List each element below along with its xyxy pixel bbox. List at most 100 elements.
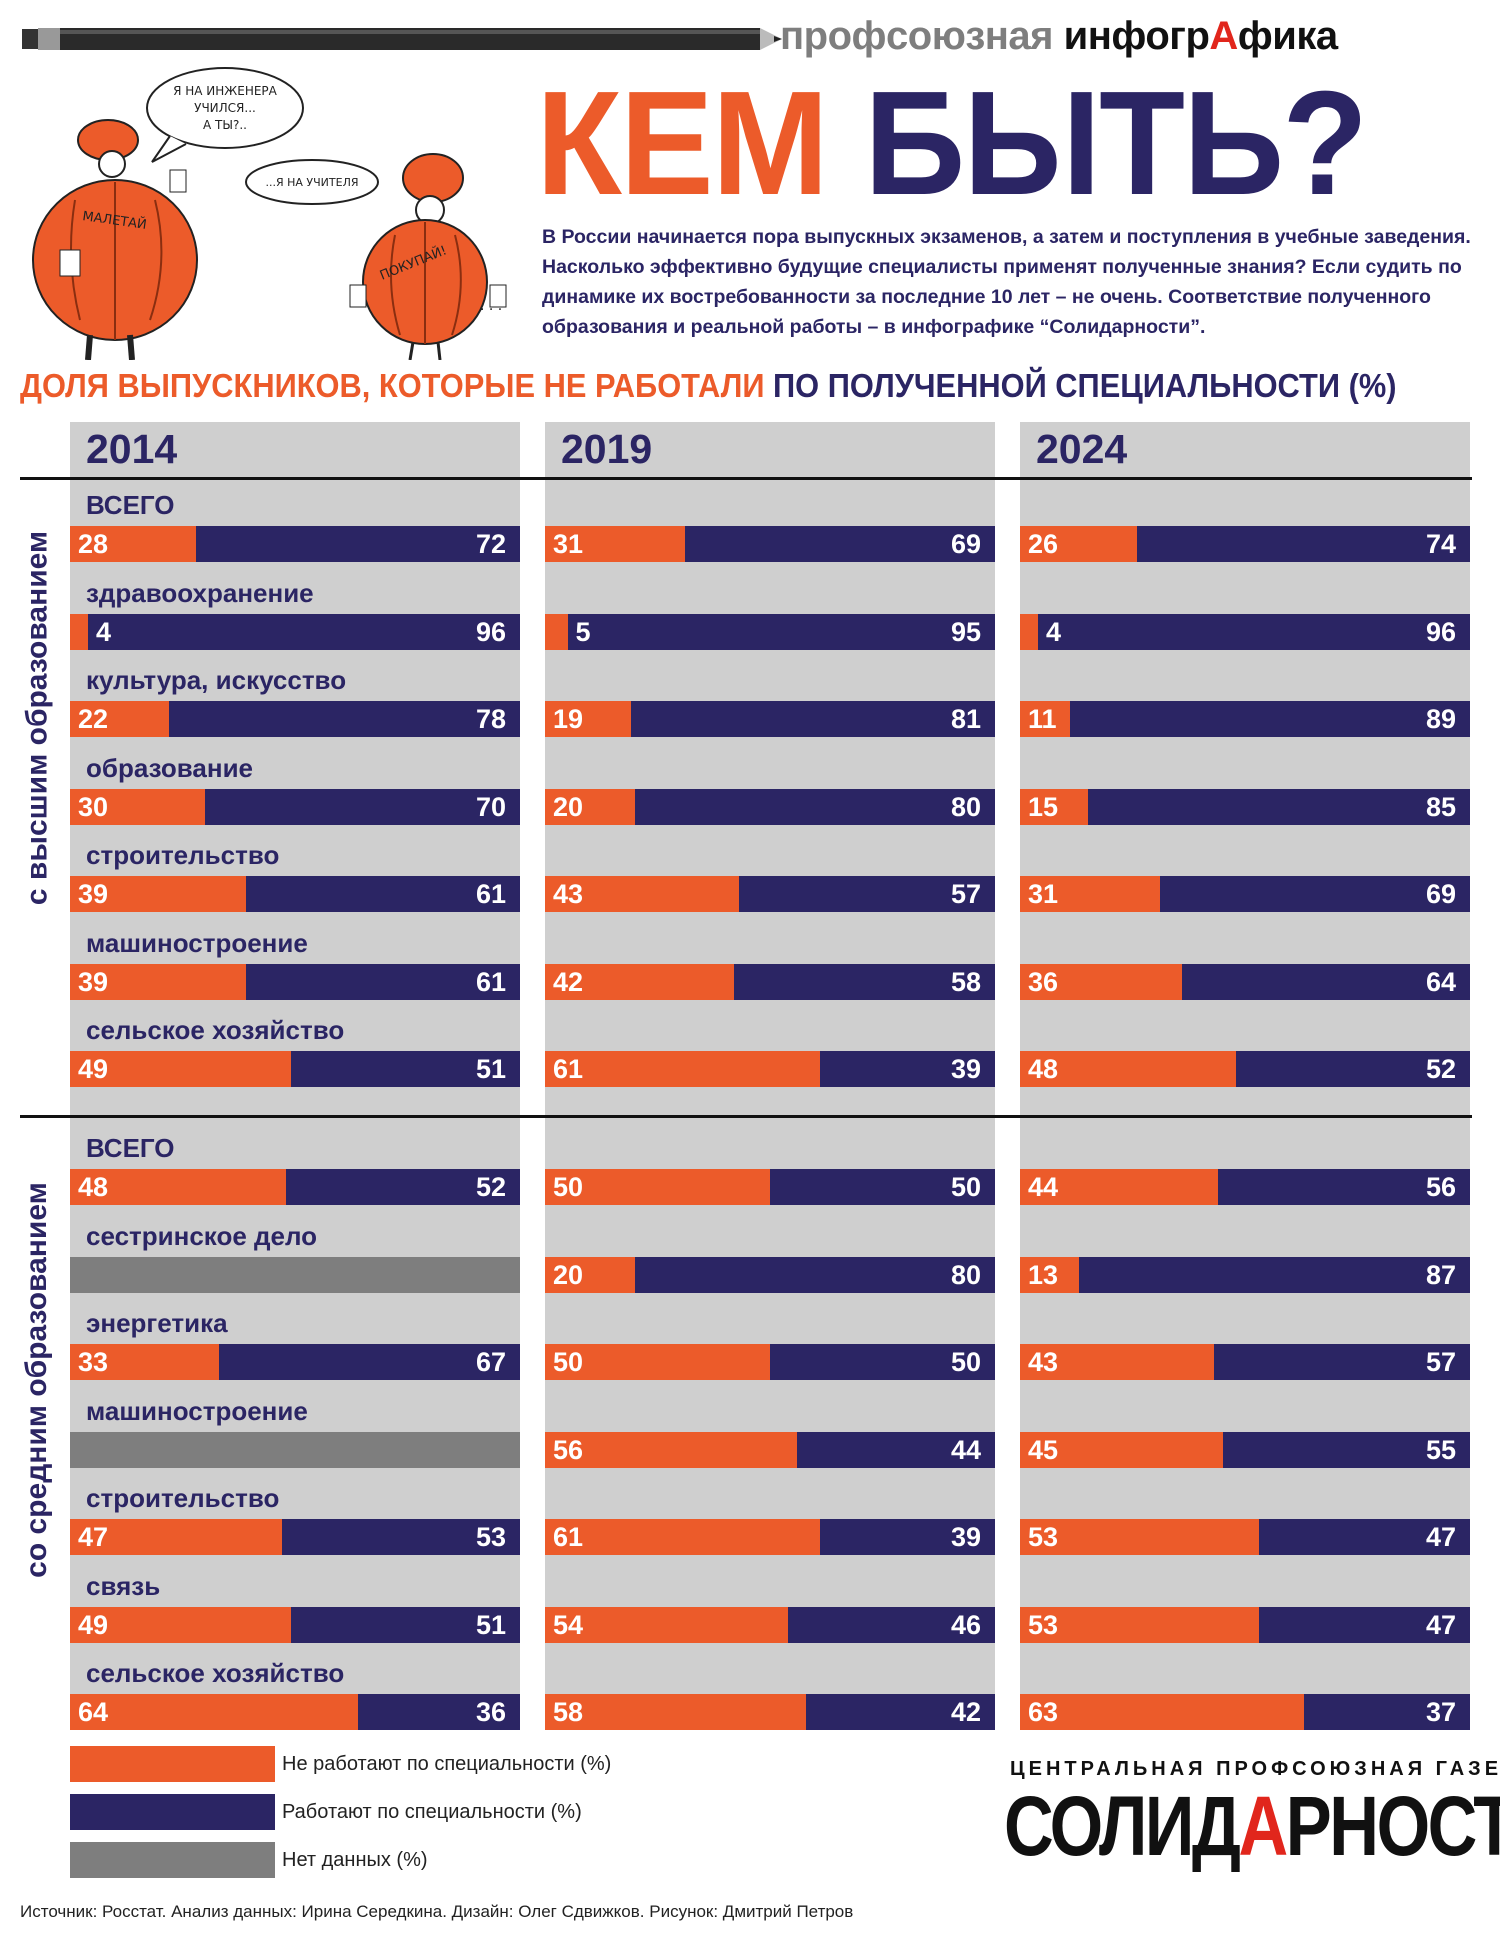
value-label-not-working: 48 (1028, 1054, 1059, 1084)
bubble1-line3: А ТЫ?.. (203, 118, 247, 132)
bar-segment-working: 81 (630, 701, 995, 737)
bar-2024: 11 89 (1020, 701, 1470, 737)
value-label-not-working: 19 (553, 704, 584, 734)
category-label: машиностроение (86, 927, 308, 958)
bar-segment-working: 46 (788, 1606, 995, 1643)
bar-2014: 96 4 (70, 613, 520, 650)
main-title: КЕМ БЫТЬ? (536, 70, 1368, 218)
value-label-not-working: 4 (1046, 616, 1062, 647)
value-label-working: 78 (475, 704, 506, 734)
bar-segment-working: 51 (290, 1606, 520, 1643)
bar-segment-not-working: 43 (545, 876, 739, 912)
brand-part2c: фика (1237, 14, 1338, 58)
bar-2014: 49 51 (70, 1051, 520, 1087)
value-label-not-working: 20 (553, 791, 584, 822)
legend-swatch-no-data (70, 1842, 275, 1878)
bar-2019: 61 39 (545, 1051, 995, 1087)
bar-segment-working: 42 (806, 1694, 995, 1730)
category-label: ВСЕГО (86, 490, 175, 520)
category-label: связь (86, 1570, 161, 1601)
value-label-working: 58 (950, 966, 981, 997)
value-label-working: 50 (950, 1347, 981, 1377)
bar-segment-not-working: 56 (545, 1431, 797, 1468)
legend-label-not-working: Не работают по специальности (%) (282, 1753, 612, 1775)
bar-2014: 64 36 (70, 1694, 520, 1730)
value-label-working: 57 (950, 879, 981, 909)
bar-2024: 53 47 (1020, 1606, 1470, 1643)
bar-segment-working: 55 (1222, 1431, 1470, 1468)
section-label-1: со средним образованием (20, 1182, 53, 1578)
legend-label-no-data: Нет данных (%) (282, 1849, 428, 1871)
bar-2019: 61 39 (545, 1519, 995, 1555)
value-label-not-working: 53 (1028, 1522, 1059, 1552)
value-label-working: 36 (475, 1697, 506, 1727)
value-label-working: 44 (950, 1434, 981, 1465)
value-label-working: 51 (475, 1609, 506, 1640)
bar-2024: 48 52 (1020, 1051, 1470, 1087)
value-label-working: 96 (475, 616, 506, 647)
bar-2024: 31 69 (1020, 876, 1470, 912)
value-label-not-working: 39 (78, 879, 109, 909)
value-label-not-working: 5 (575, 616, 591, 647)
legend-swatch-working (70, 1794, 275, 1830)
bar-2014: 47 53 (70, 1519, 520, 1555)
bar-segment-working: 52 (286, 1169, 520, 1205)
bar-segment-not-working: 61 (545, 1519, 820, 1555)
value-label-working: 47 (1425, 1609, 1456, 1640)
bar-segment-working: 56 (1218, 1169, 1470, 1205)
category-label: ВСЕГО (86, 1133, 175, 1163)
bar-segment-not-working: 49 (70, 1606, 291, 1643)
bar-segment-not-working: 50 (545, 1169, 770, 1205)
bar-segment-working: 85 (1087, 788, 1470, 825)
value-label-working: 61 (475, 879, 506, 909)
bar-2019: 50 50 (545, 1344, 995, 1380)
value-label-not-working: 61 (553, 1522, 584, 1552)
year-header-2019: 2019 (561, 426, 653, 472)
bar-2019: 19 81 (545, 701, 995, 737)
bar-segment-working: 53 (281, 1519, 520, 1555)
title-word2: БЫТЬ? (864, 61, 1368, 226)
bar-segment-working: 74 (1137, 526, 1470, 562)
bar-segment-working: 64 (1182, 963, 1470, 1000)
bar-segment-not-working: 11 (1020, 701, 1070, 737)
bubble2-text: ...Я НА УЧИТЕЛЯ (266, 176, 359, 189)
bar-segment-not-working: 47 (70, 1519, 282, 1555)
value-label-not-working: 45 (1028, 1434, 1059, 1465)
value-label-not-working: 54 (553, 1609, 584, 1640)
bar-segment-not-working: 20 (545, 1256, 635, 1293)
paper-name-c: РНОСТЬ (1285, 1779, 1500, 1873)
bar-segment-working: 37 (1303, 1694, 1470, 1730)
bar-segment-not-working: 20 (545, 788, 635, 825)
column-background-2014 (70, 422, 520, 1728)
value-label-working: 42 (950, 1697, 981, 1727)
value-label-working: 80 (950, 1259, 981, 1290)
value-label-working: 74 (1425, 529, 1456, 559)
value-label-not-working: 28 (78, 529, 109, 559)
value-label-not-working: 43 (1028, 1347, 1059, 1377)
newspaper-tagline: ЦЕНТРАЛЬНАЯ ПРОФСОЮЗНАЯ ГАЗЕТА (1010, 1758, 1500, 1780)
year-header-2024: 2024 (1036, 426, 1128, 472)
bar-segment-not-working: 36 (1020, 963, 1182, 1000)
value-label-working: 46 (950, 1609, 981, 1640)
value-label-not-working: 42 (553, 966, 584, 997)
bar-2019: 95 5 (545, 613, 995, 650)
bar-segment-not-working: 39 (70, 963, 246, 1000)
section-label-0: с высшим образованием (20, 530, 53, 905)
section-divider-middle (20, 1115, 1472, 1118)
intro-text: В России начинается пора выпускных экзам… (542, 226, 1471, 338)
bar-segment-not-working: 30 (70, 788, 205, 825)
value-label-not-working: 49 (78, 1609, 109, 1640)
category-label: строительство (86, 840, 280, 870)
bar-2024: 53 47 (1020, 1519, 1470, 1555)
value-label-not-working: 50 (553, 1347, 584, 1377)
value-label-working: 52 (475, 1172, 506, 1202)
bar-segment-working: 47 (1258, 1606, 1470, 1643)
value-label-not-working: 36 (1028, 966, 1059, 997)
category-label: здравоохранение (86, 577, 314, 608)
bar-segment-not-working: 48 (1020, 1051, 1236, 1087)
value-label-not-working: 33 (78, 1347, 109, 1377)
value-label-working: 55 (1425, 1434, 1456, 1465)
bar-segment-working: 39 (819, 1051, 995, 1087)
value-label-working: 69 (950, 529, 981, 559)
value-label-working: 64 (1425, 966, 1456, 997)
